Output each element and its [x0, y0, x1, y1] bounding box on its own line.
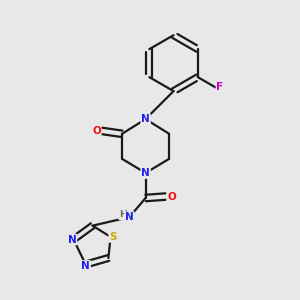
Text: F: F	[217, 82, 224, 92]
Text: S: S	[109, 232, 117, 242]
Text: N: N	[125, 212, 134, 222]
Text: N: N	[141, 168, 150, 178]
Text: N: N	[81, 261, 90, 271]
Text: O: O	[167, 191, 176, 202]
Text: N: N	[141, 114, 150, 124]
Text: O: O	[92, 126, 101, 136]
Text: N: N	[68, 235, 76, 244]
Text: H: H	[119, 210, 127, 219]
